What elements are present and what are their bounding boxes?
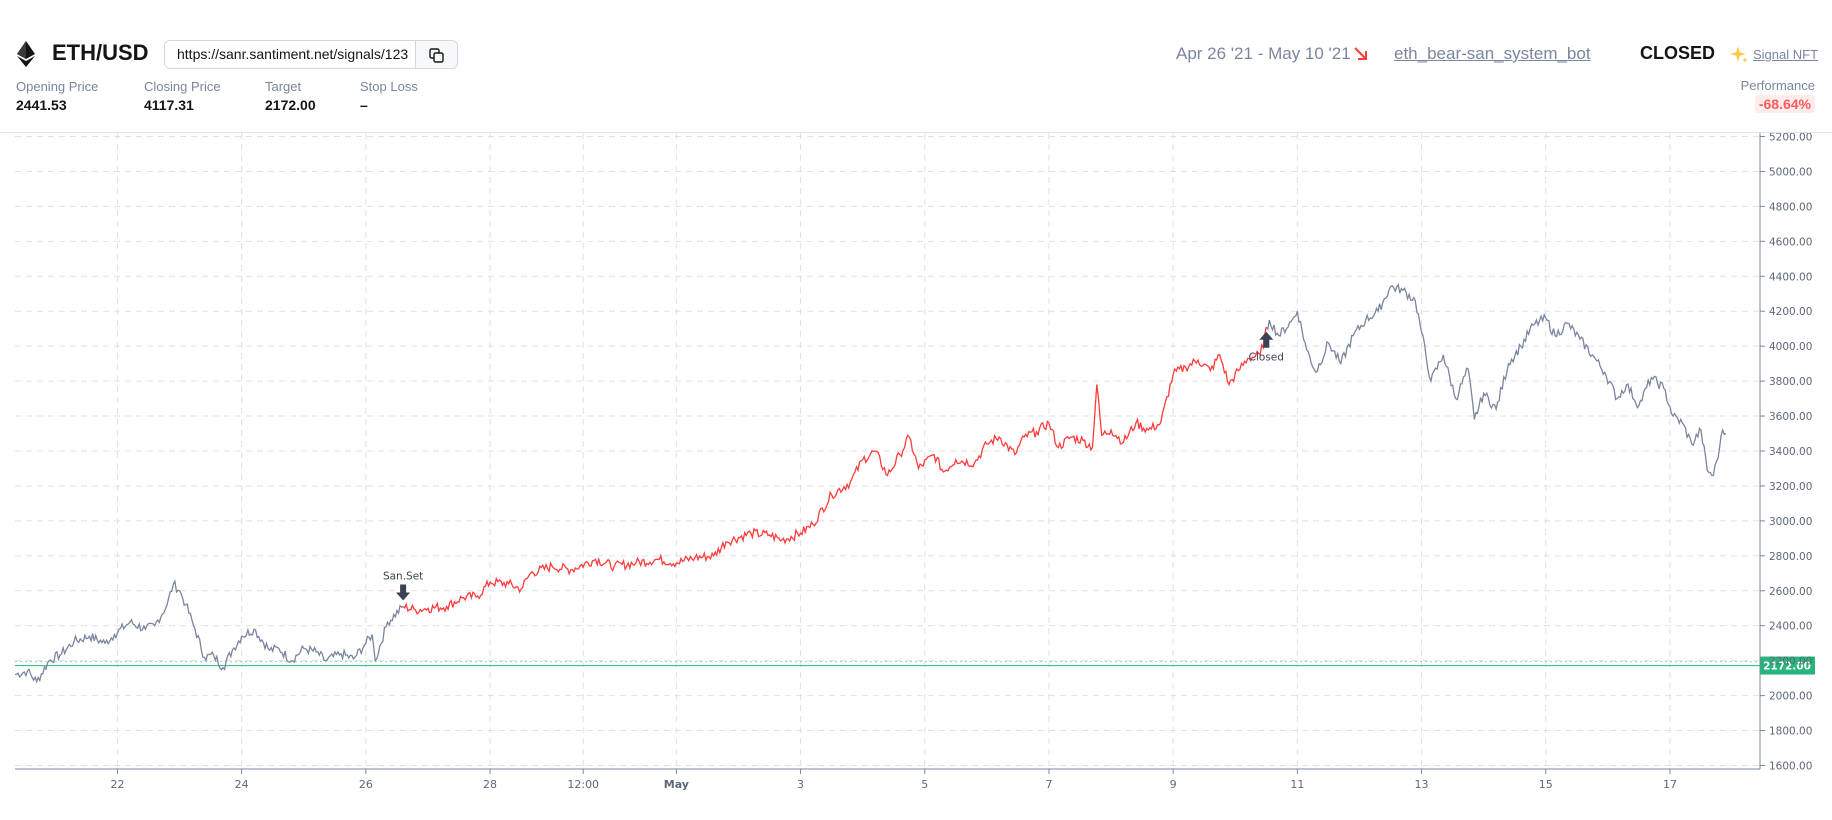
sparkle-icon <box>1730 46 1748 63</box>
x-tick-label: 22 <box>110 778 124 791</box>
target-label: Target <box>265 79 302 94</box>
closing-price-label: Closing Price <box>144 79 221 94</box>
x-tick-label: 7 <box>1045 778 1052 791</box>
x-tick-label: 5 <box>921 778 928 791</box>
y-tick-label: 2000.00 <box>1769 691 1812 703</box>
y-tick-label: 1800.00 <box>1769 726 1812 738</box>
x-tick-label: 28 <box>483 778 497 791</box>
performance-label: Performance <box>1740 78 1815 93</box>
x-tick-label: 13 <box>1415 778 1429 791</box>
y-tick-label: 2600.00 <box>1769 586 1812 598</box>
y-tick-label: 4000.00 <box>1769 341 1812 353</box>
y-tick-label: 4600.00 <box>1769 236 1812 248</box>
arrow-up-icon <box>1259 331 1274 348</box>
y-tick-label: 3400.00 <box>1769 446 1812 458</box>
y-tick-label: 2400.00 <box>1769 621 1812 633</box>
y-tick-label: 1600.00 <box>1769 761 1812 773</box>
ethereum-icon <box>17 41 35 67</box>
opening-price-value: 2441.53 <box>16 97 67 113</box>
signal-url-field[interactable]: https://sanr.santiment.net/signals/123 <box>164 40 416 69</box>
y-tick-label: 3600.00 <box>1769 411 1812 423</box>
price-chart[interactable]: 2172.00 San.Set Closed 1600.00 1800.00 2000… <box>0 133 1832 820</box>
signal-period: Apr 26 '21 - May 10 '21 <box>1176 44 1351 63</box>
copy-url-button[interactable] <box>416 40 458 69</box>
signal-header: ETH/USD https://sanr.santiment.net/signa… <box>0 0 1832 133</box>
marker-label: Closed <box>1249 352 1284 364</box>
chart-grid <box>15 133 1760 769</box>
price-series-group <box>14 282 1727 684</box>
target-line-group: 2172.00 <box>15 656 1815 675</box>
price-line-signal-period <box>402 326 1267 615</box>
signal-nft-link[interactable]: Signal NFT <box>1753 47 1819 62</box>
x-tick-label: 11 <box>1290 778 1304 791</box>
marker-label: San.Set <box>383 571 423 583</box>
y-tick-label: 3800.00 <box>1769 376 1812 388</box>
x-tick-label: 12:00 <box>567 778 599 791</box>
y-tick-label: 5000.00 <box>1769 166 1812 178</box>
x-tick-label: May <box>664 778 689 791</box>
x-tick-label: 24 <box>235 778 249 791</box>
performance-value: -68.64% <box>1754 95 1815 113</box>
y-tick-label: 2800.00 <box>1769 551 1812 563</box>
y-tick-label: 3000.00 <box>1769 516 1812 528</box>
y-tick-label: 4400.00 <box>1769 271 1812 283</box>
target-badge-label: 2172.00 <box>1763 661 1811 673</box>
target-badge <box>1760 656 1815 675</box>
y-tick-label: 4800.00 <box>1769 201 1812 213</box>
bot-name-link[interactable]: eth_bear-san_system_bot <box>1394 44 1591 63</box>
y-tick-label: 4200.00 <box>1769 306 1812 318</box>
y-tick-label: 5200.00 <box>1769 133 1812 143</box>
price-line-after-signal <box>1265 282 1727 477</box>
price-line-before-signal <box>14 579 404 684</box>
copy-icon <box>429 48 444 63</box>
chart-axes: 1600.00 1800.00 2000.00 2200.00 2400.00 2600.… <box>15 133 1812 791</box>
x-tick-label: 3 <box>797 778 804 791</box>
signal-markers: San.Set Closed <box>383 331 1284 601</box>
x-tick-label: 26 <box>359 778 373 791</box>
x-tick-label: 9 <box>1170 778 1177 791</box>
opening-price-label: Opening Price <box>16 79 99 94</box>
x-tick-label: 15 <box>1539 778 1553 791</box>
target-value: 2172.00 <box>265 97 316 113</box>
status-badge: CLOSED <box>1640 43 1716 63</box>
stop-loss-value: – <box>360 97 368 113</box>
y-tick-label: 2200.00 <box>1769 656 1812 668</box>
pair-title: ETH/USD <box>52 40 149 65</box>
closing-price-value: 4117.31 <box>144 97 194 113</box>
stop-loss-label: Stop Loss <box>360 79 418 94</box>
x-tick-label: 17 <box>1663 778 1677 791</box>
arrow-down-right-icon <box>1354 47 1367 60</box>
arrow-down-icon <box>396 584 411 601</box>
y-tick-label: 3200.00 <box>1769 481 1812 493</box>
